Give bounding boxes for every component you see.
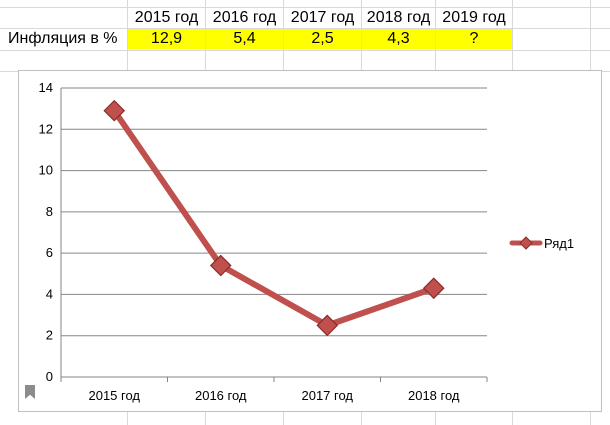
legend-marker <box>519 236 533 250</box>
cell-inflation-value[interactable]: 12,9 <box>128 29 205 49</box>
cell-year-header[interactable]: 2017 год <box>290 9 355 26</box>
x-tick-label: 2018 год <box>408 388 460 403</box>
row-gridline <box>0 50 610 51</box>
y-tick-label: 2 <box>46 328 53 343</box>
cell-row-label[interactable]: Инфляция в % <box>8 30 118 47</box>
series-line <box>111 107 437 329</box>
y-tick-label: 6 <box>46 245 53 260</box>
data-point-marker <box>316 314 339 337</box>
cell-inflation-value[interactable]: 2,5 <box>284 29 361 49</box>
y-tick-label: 12 <box>39 121 53 136</box>
x-tick-label: 2016 год <box>195 388 247 403</box>
line-chart[interactable]: 0 2 4 6 8 10 12 14 2015 год 2016 год 2017 год 2018 … <box>18 70 602 412</box>
bookmark-icon[interactable] <box>25 385 35 399</box>
cell-inflation-value[interactable]: 4,3 <box>362 29 435 49</box>
data-point-marker <box>103 99 126 122</box>
cell-year-header[interactable]: 2016 год <box>212 9 277 26</box>
data-point-marker <box>422 277 445 300</box>
y-tick-label: 10 <box>39 163 53 178</box>
x-tick-label: 2017 год <box>301 388 353 403</box>
x-tick-label: 2015 год <box>88 388 140 403</box>
y-tick-label: 4 <box>46 286 53 301</box>
y-tick-label: 8 <box>46 204 53 219</box>
cell-inflation-value[interactable]: ? <box>436 29 512 49</box>
data-point-marker <box>209 254 232 277</box>
row-gridline <box>0 7 610 8</box>
cell-year-header[interactable]: 2019 год <box>442 9 506 26</box>
cell-year-header[interactable]: 2015 год <box>134 9 199 26</box>
y-tick-label: 0 <box>46 369 53 384</box>
row-gridline <box>0 28 610 29</box>
cell-year-header[interactable]: 2018 год <box>366 9 431 26</box>
chart-canvas: 0 2 4 6 8 10 12 14 2015 год 2016 год 2017 год 2018 … <box>39 80 575 403</box>
y-tick-label: 14 <box>39 80 53 95</box>
legend-label: Ряд1 <box>544 236 574 251</box>
cell-inflation-value[interactable]: 5,4 <box>206 29 283 49</box>
